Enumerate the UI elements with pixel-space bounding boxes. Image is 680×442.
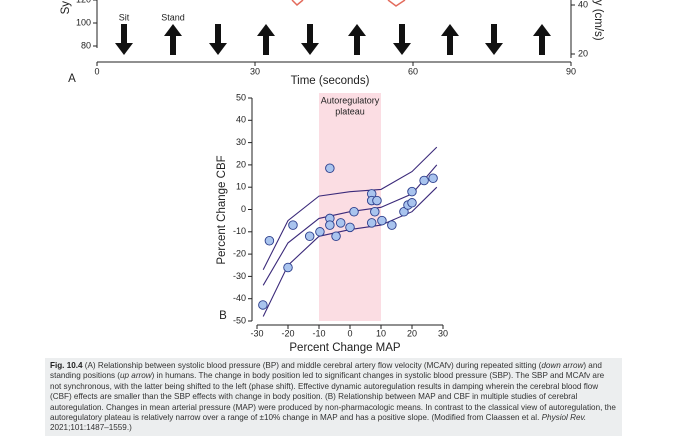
band-label: Autoregulatory [321, 95, 380, 105]
band-label: plateau [335, 106, 365, 116]
down-arrow [301, 24, 319, 55]
data-point [349, 206, 359, 217]
y-tick-label: -10 [233, 226, 246, 236]
figure: 1201008040200306090Time (seconds)ASyity … [60, 0, 604, 354]
x-axis-title: Percent Change MAP [289, 342, 401, 354]
caption: Fig. 10.4 (A) Relationship between systo… [45, 358, 622, 436]
y-tick-label: 0 [241, 204, 246, 214]
caption-text: ) and standing positions ( [50, 361, 602, 381]
x-tick-label: -30 [250, 328, 263, 338]
data-point [288, 220, 298, 230]
x-tick-label: 90 [566, 66, 576, 76]
up-arrow [441, 24, 459, 55]
y-tick-label: 50 [236, 92, 246, 102]
y2-axis-title: ity (cm/s) [592, 0, 604, 41]
x-tick-label: -20 [281, 328, 294, 338]
y-tick-label: -30 [233, 271, 246, 281]
y-tick-label: 80 [81, 40, 91, 50]
trace-fragment [387, 0, 406, 7]
data-point [407, 198, 417, 208]
data-point [372, 195, 382, 206]
down-arrow [485, 24, 503, 55]
x-axis-title: Time (seconds) [291, 75, 370, 87]
panel-label: A [68, 73, 76, 85]
plateau-band [319, 93, 381, 321]
up-arrow [164, 24, 182, 55]
data-point [428, 173, 438, 184]
x-tick-label: -10 [312, 328, 325, 338]
x-tick-label: 30 [438, 328, 448, 338]
y-tick-label: 40 [236, 115, 246, 125]
data-point [325, 163, 335, 173]
data-point [331, 231, 341, 242]
up-arrow [533, 24, 551, 55]
data-point [315, 227, 325, 237]
data-point [304, 231, 315, 242]
data-point [370, 206, 380, 217]
up-arrow [257, 24, 275, 55]
x-tick-label: 0 [347, 328, 352, 338]
y-tick-label: 20 [236, 159, 246, 169]
x-tick-label: 30 [250, 66, 260, 76]
x-tick-label: 20 [407, 328, 417, 338]
data-point [377, 215, 387, 226]
down-arrow [393, 24, 411, 55]
y-tick-label: -40 [233, 293, 246, 303]
data-point [387, 220, 397, 230]
down-arrow [115, 24, 133, 55]
caption-text: ) in humans. The change in body position… [50, 371, 616, 423]
y-tick-label: -20 [233, 248, 246, 258]
data-point [258, 300, 268, 310]
caption-text: up arrow [120, 371, 152, 381]
x-tick-label: 10 [376, 328, 386, 338]
y-tick-label: 120 [76, 0, 91, 4]
data-point [407, 186, 417, 197]
x-tick-label: 60 [408, 66, 418, 76]
up-arrow [348, 24, 366, 55]
stand-label: Stand [161, 12, 185, 22]
y-tick-label: 100 [76, 17, 91, 27]
y-axis-title: Sy [60, 1, 72, 15]
data-point [366, 218, 377, 228]
data-point [283, 262, 293, 273]
data-point [345, 222, 355, 233]
down-arrow [209, 24, 227, 55]
y-axis-title: Percent Change CBF [216, 155, 228, 264]
y2-tick-label: 20 [578, 48, 588, 58]
caption-label: Fig. 10.4 [50, 361, 83, 370]
trace-fragment [291, 0, 304, 7]
caption-text: (A) Relationship between systolic blood … [84, 361, 542, 370]
x-tick-label: 0 [94, 66, 99, 76]
y-tick-label: 10 [236, 182, 246, 192]
panel-label: B [219, 310, 227, 322]
y-tick-label: -50 [233, 315, 246, 325]
data-point [264, 235, 275, 246]
data-point [325, 220, 335, 230]
sit-label: Sit [119, 12, 130, 22]
caption-text: down arrow [541, 361, 584, 370]
caption-text: 2021;101:1487–1559.) [50, 423, 132, 433]
y2-tick-label: 40 [578, 0, 588, 9]
y-tick-label: 30 [236, 137, 246, 147]
fit-curve [262, 146, 438, 270]
data-point [419, 175, 429, 186]
data-point [335, 218, 346, 228]
caption-text: Physiol Rev. [541, 413, 587, 423]
